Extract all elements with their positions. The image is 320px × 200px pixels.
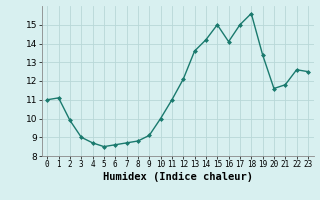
- X-axis label: Humidex (Indice chaleur): Humidex (Indice chaleur): [103, 172, 252, 182]
